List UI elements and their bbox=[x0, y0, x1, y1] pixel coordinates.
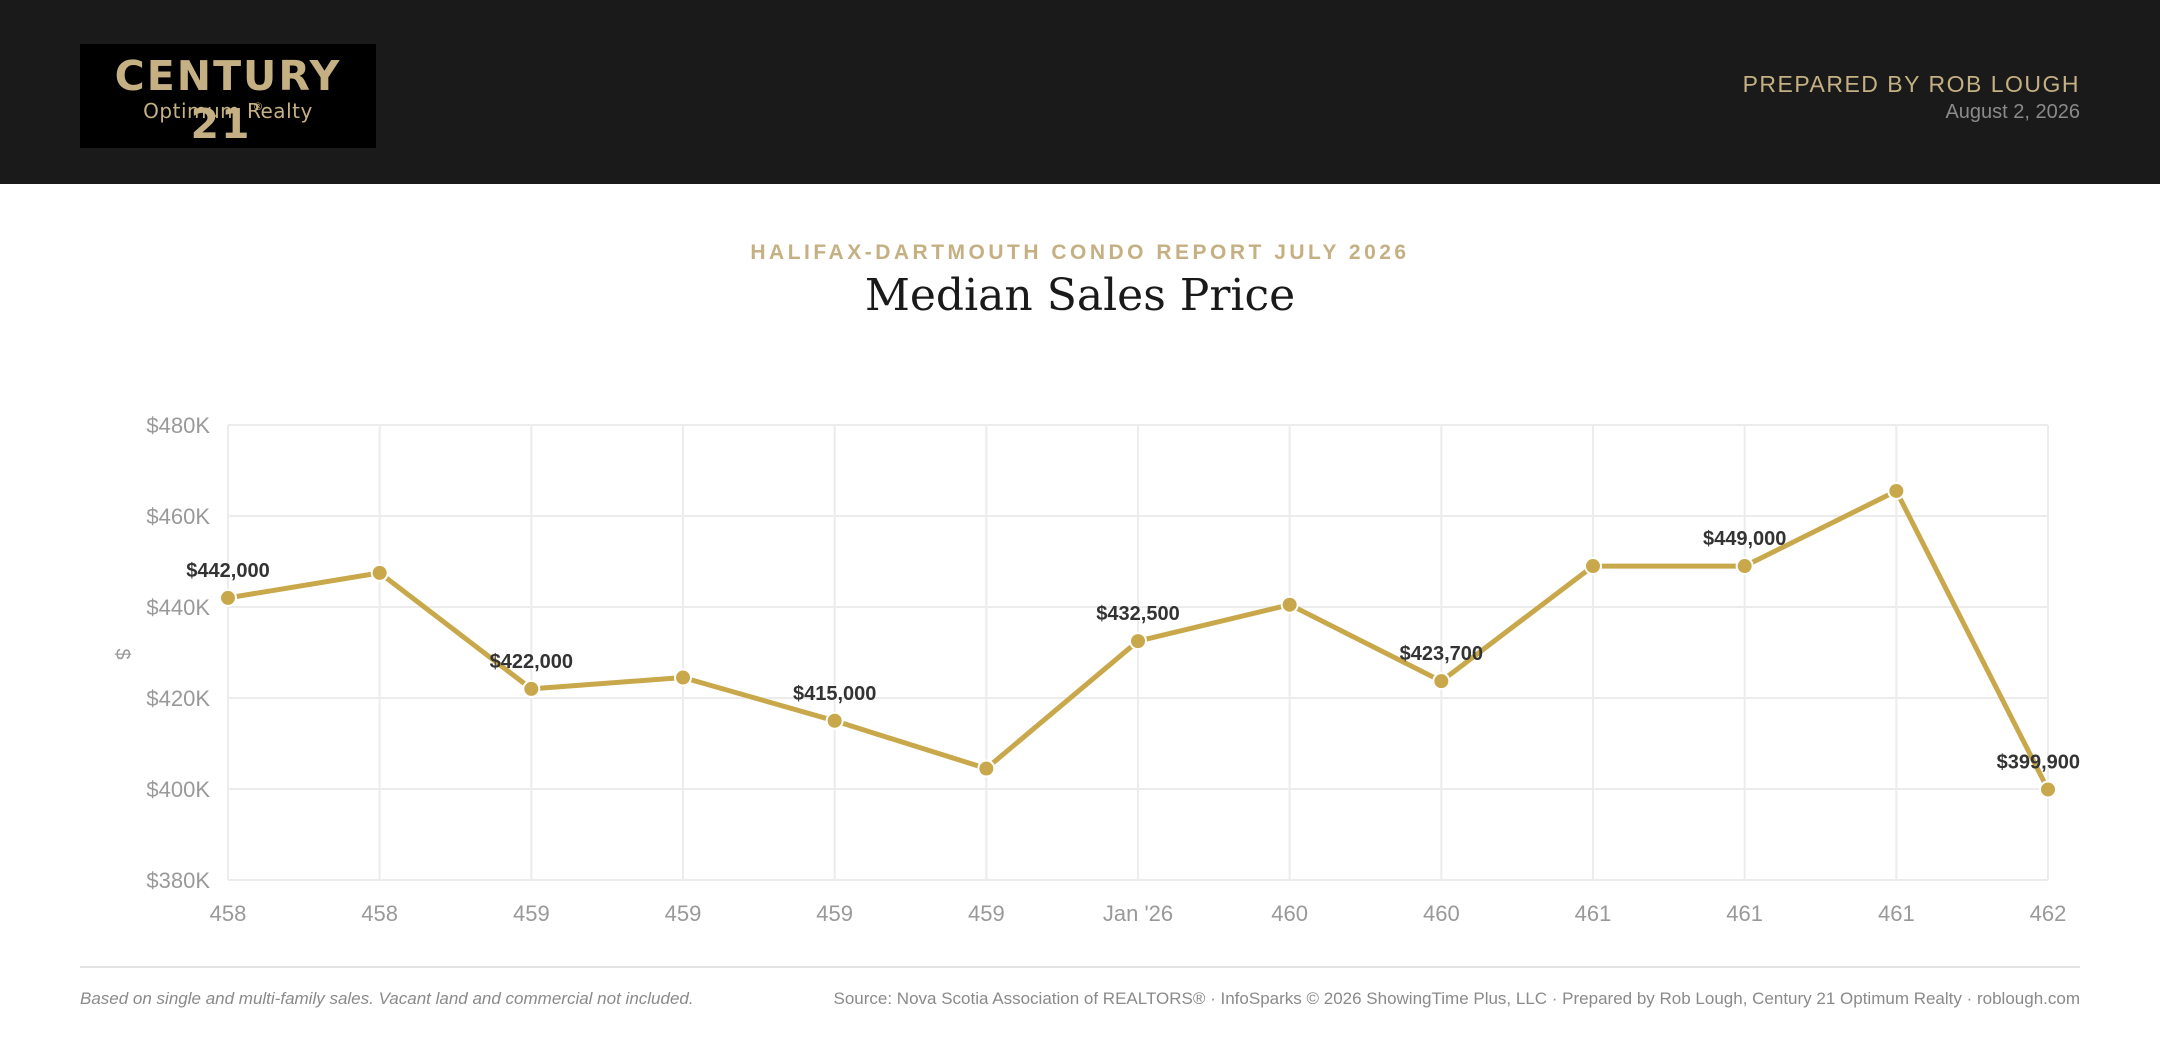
logo-subtitle: Optimum Realty bbox=[143, 99, 313, 123]
data-label: $423,700 bbox=[1400, 643, 1483, 665]
logo-brand-text: CENTURY 21® bbox=[114, 52, 342, 148]
data-label: $415,000 bbox=[793, 683, 876, 705]
data-labels: $442,000 $422,000 $415,000 $432,500 $423,700… bbox=[186, 528, 2080, 773]
x-tick-label: 462 bbox=[2030, 901, 2067, 926]
data-point bbox=[219, 588, 237, 607]
x-tick-label: 459 bbox=[968, 901, 1005, 926]
data-label: $449,000 bbox=[1703, 528, 1786, 550]
registered-mark: ® bbox=[252, 100, 266, 113]
data-point bbox=[1735, 557, 1754, 576]
x-tick-label: 458 bbox=[210, 901, 247, 926]
footer-divider bbox=[80, 966, 2080, 968]
x-axis-ticks: 458 458 459 459 459 459 Jan '26 460 460 461 461 461… bbox=[210, 901, 2067, 926]
y-tick-label: $380K bbox=[146, 868, 210, 893]
x-tick-label: 459 bbox=[513, 901, 550, 926]
report-header: CENTURY 21® Optimum Realty PREPARED BY R… bbox=[0, 0, 2160, 184]
data-point bbox=[1432, 672, 1451, 691]
data-point bbox=[2039, 780, 2057, 799]
grid-lines bbox=[227, 424, 2049, 881]
y-tick-label: $420K bbox=[146, 686, 210, 711]
x-tick-label: Jan '26 bbox=[1103, 901, 1173, 926]
report-date: August 2, 2026 bbox=[1945, 101, 2080, 123]
y-tick-label: $400K bbox=[146, 777, 210, 802]
y-tick-label: $440K bbox=[146, 595, 210, 620]
data-label: $432,500 bbox=[1096, 603, 1179, 625]
x-tick-label: 458 bbox=[361, 901, 398, 926]
data-point bbox=[825, 711, 844, 730]
data-point bbox=[522, 679, 541, 698]
data-point bbox=[1887, 481, 1906, 500]
brand-logo: CENTURY 21® Optimum Realty bbox=[80, 44, 376, 148]
data-point bbox=[1584, 557, 1602, 576]
data-point bbox=[370, 563, 389, 582]
y-axis-label: $ bbox=[111, 648, 133, 659]
y-tick-label: $460K bbox=[146, 504, 210, 529]
prepared-by: PREPARED BY ROB LOUGH bbox=[1742, 71, 2080, 97]
data-point bbox=[977, 759, 996, 778]
data-points bbox=[219, 481, 2057, 799]
y-tick-label: $480K bbox=[146, 413, 210, 438]
data-point bbox=[1129, 632, 1147, 651]
report-eyebrow: HALIFAX-DARTMOUTH CONDO REPORT JULY 2026 bbox=[750, 241, 1410, 264]
data-point bbox=[1280, 595, 1299, 614]
x-tick-label: 461 bbox=[1726, 901, 1763, 926]
footer-note: Based on single and multi-family sales. … bbox=[80, 989, 694, 1008]
x-tick-label: 461 bbox=[1878, 901, 1915, 926]
x-tick-label: 459 bbox=[665, 901, 702, 926]
footer-source: Source: Nova Scotia Association of REALT… bbox=[833, 989, 2081, 1008]
x-tick-label: 459 bbox=[816, 901, 853, 926]
data-point bbox=[674, 668, 692, 687]
y-axis-ticks: $480K $460K $440K $420K $400K $380K bbox=[146, 413, 210, 893]
median-price-line-chart: $480K $460K $440K $420K $400K $380K 458 458 459… bbox=[111, 413, 2080, 926]
data-label: $422,000 bbox=[490, 651, 573, 673]
page-title: Median Sales Price bbox=[864, 270, 1296, 321]
data-label: $442,000 bbox=[186, 560, 269, 582]
x-tick-label: 460 bbox=[1423, 901, 1460, 926]
x-tick-label: 461 bbox=[1575, 901, 1612, 926]
data-label: $399,900 bbox=[1997, 751, 2080, 773]
x-tick-label: 460 bbox=[1271, 901, 1308, 926]
